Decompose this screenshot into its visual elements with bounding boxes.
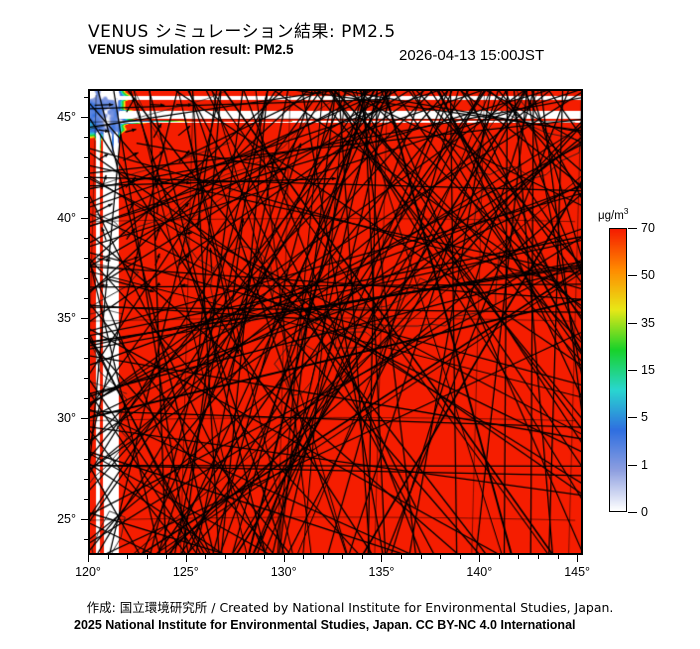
y-axis-minor-tick [84, 277, 88, 279]
x-axis-minor-tick [440, 555, 442, 559]
x-axis-minor-tick [146, 555, 148, 559]
x-axis-tick [88, 555, 89, 562]
y-axis-minor-tick [84, 297, 88, 299]
colorbar-tick-label: 1 [641, 457, 648, 472]
y-axis-tick [81, 518, 88, 520]
colorbar-tick-label: 5 [641, 410, 648, 425]
y-axis-label: 30° [57, 411, 76, 426]
x-axis-tick [283, 555, 285, 562]
x-axis-label: 120° [75, 565, 101, 579]
y-axis-minor-tick [84, 378, 88, 380]
y-axis-minor-tick [84, 257, 88, 259]
pm25-concentration-map [88, 89, 583, 555]
colorbar-tick-label: 15 [641, 363, 655, 377]
y-axis-minor-tick [84, 478, 88, 480]
x-axis-minor-tick [342, 555, 344, 559]
y-axis-minor-tick [84, 358, 88, 360]
x-axis-tick [185, 555, 187, 562]
y-axis-tick [81, 117, 88, 119]
y-axis-label: 40° [57, 210, 76, 225]
x-axis-minor-tick [518, 555, 520, 559]
x-axis-label: 130° [270, 565, 297, 579]
colorbar-tick-label: 50 [641, 268, 655, 283]
y-axis-minor-tick [84, 97, 88, 99]
timestamp-label: 2026-04-13 15:00JST [399, 47, 545, 64]
x-axis-minor-tick [401, 555, 403, 559]
y-axis-minor-tick [84, 177, 88, 179]
y-axis-minor-tick [84, 398, 88, 400]
colorbar-tick-label: 70 [641, 221, 655, 235]
y-axis-minor-tick [84, 458, 88, 460]
x-axis-label: 145° [564, 565, 591, 579]
x-axis-tick [479, 555, 481, 562]
colorbar-tick [628, 464, 637, 466]
y-axis-minor-tick [84, 538, 88, 540]
colorbar-gradient [610, 229, 626, 511]
y-axis-minor-tick [84, 197, 88, 199]
colorbar-tick [628, 417, 637, 419]
x-axis-minor-tick [420, 555, 422, 559]
x-axis-minor-tick [498, 555, 500, 559]
y-axis-minor-tick [84, 438, 88, 440]
y-axis-tick [81, 418, 88, 420]
x-axis-tick [381, 555, 383, 562]
map-raster-canvas [90, 91, 581, 553]
x-axis-label: 140° [466, 565, 493, 579]
y-axis-tick [81, 317, 88, 319]
y-axis-tick [81, 217, 88, 219]
x-axis-minor-tick [538, 555, 539, 559]
x-axis-minor-tick [127, 555, 129, 559]
footer-credit: 作成: 国立環境研究所 / Created by National Instit… [86, 600, 614, 615]
y-axis-label: 25° [57, 511, 76, 526]
page-title-english: VENUS simulation result: PM2.5 [88, 42, 294, 57]
y-axis-label: 45° [57, 110, 76, 125]
x-axis-minor-tick [264, 555, 266, 559]
x-axis-minor-tick [459, 555, 461, 559]
y-axis-minor-tick [84, 157, 88, 159]
colorbar-unit-text: μg/m [598, 209, 624, 222]
x-axis-minor-tick [224, 555, 226, 559]
x-axis-minor-tick [557, 555, 559, 559]
y-axis-minor-tick [84, 237, 88, 239]
x-axis-minor-tick [244, 555, 246, 559]
page-title-japanese: VENUS シミュレーション結果: PM2.5 [88, 22, 396, 42]
colorbar-tick [628, 512, 637, 513]
colorbar-tick [628, 370, 637, 371]
x-axis-label: 135° [368, 565, 395, 579]
x-axis-minor-tick [107, 555, 109, 559]
colorbar-tick [628, 228, 637, 229]
x-axis-minor-tick [205, 555, 207, 559]
colorbar-unit-label: μg/m3 [598, 206, 629, 222]
x-axis-minor-tick [322, 555, 324, 559]
colorbar-tick-label: 35 [641, 315, 655, 330]
x-axis-minor-tick [166, 555, 168, 559]
colorbar-unit-exponent: 3 [623, 206, 629, 216]
x-axis-minor-tick [361, 555, 363, 559]
footer-license: 2025 National Institute for Environmenta… [74, 618, 576, 632]
y-axis-label: 35° [57, 310, 76, 325]
y-axis-minor-tick [84, 498, 88, 500]
x-axis-label: 125° [172, 565, 199, 579]
x-axis-minor-tick [303, 555, 305, 559]
y-axis-minor-tick [84, 137, 88, 139]
colorbar-tick [628, 322, 637, 324]
colorbar-tick-label: 0 [641, 505, 648, 519]
colorbar [609, 228, 627, 512]
colorbar-tick [628, 275, 637, 277]
y-axis-minor-tick [84, 338, 88, 340]
x-axis-tick [577, 555, 579, 562]
